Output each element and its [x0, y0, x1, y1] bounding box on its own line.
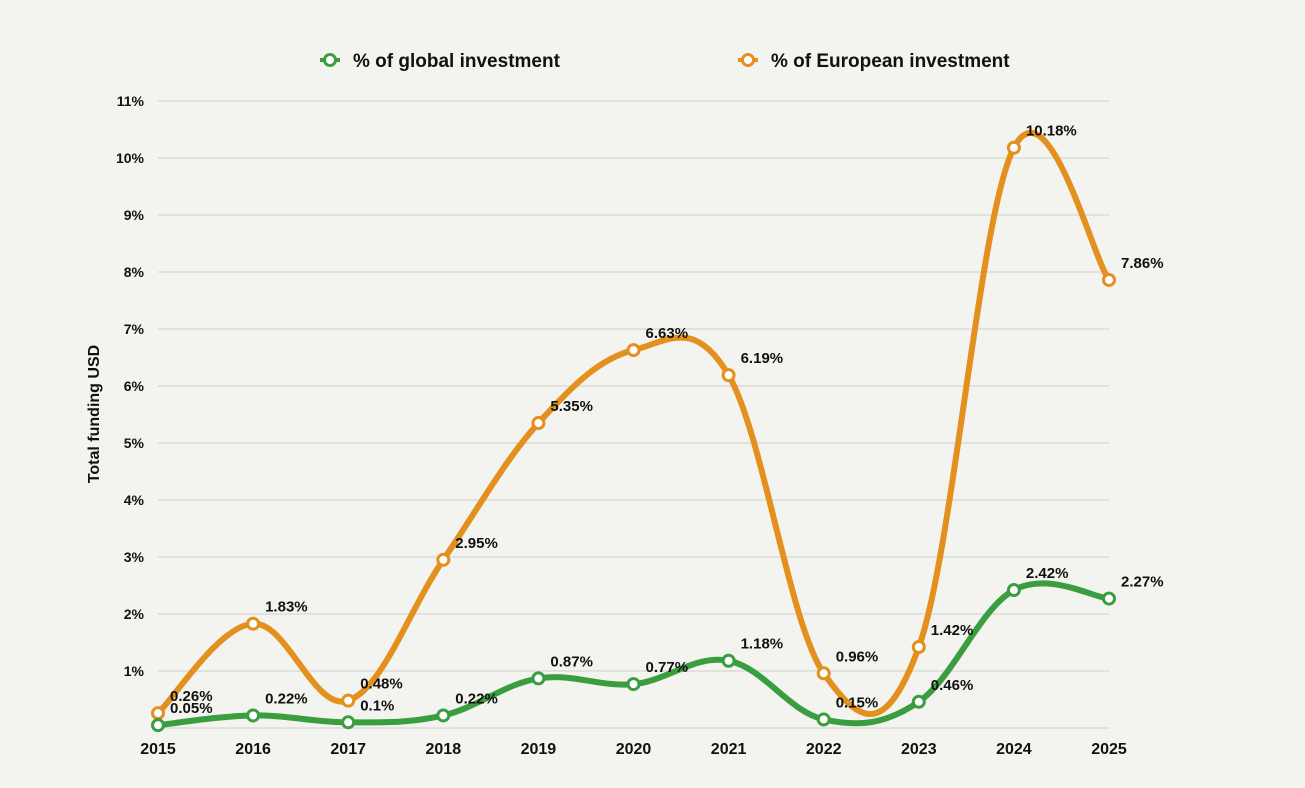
y-tick-label: 10%	[116, 150, 145, 166]
data-point-global	[151, 718, 165, 733]
x-tick-label: 2018	[426, 741, 462, 758]
y-axis-title: Total funding USD	[86, 345, 103, 483]
data-label-global: 0.1%	[360, 697, 394, 714]
data-label-european: 0.48%	[360, 676, 403, 693]
x-tick-label: 2021	[711, 741, 747, 758]
legend-marker-european	[741, 53, 755, 67]
data-point-global	[626, 677, 641, 692]
data-label-european: 6.63%	[646, 325, 689, 342]
data-point-global	[436, 708, 451, 723]
data-point-global	[721, 653, 736, 668]
y-tick-label: 8%	[124, 264, 145, 280]
y-tick-label: 7%	[124, 321, 145, 337]
data-point-european	[1102, 272, 1116, 287]
x-tick-label: 2022	[806, 741, 842, 758]
x-tick-label: 2019	[521, 741, 557, 758]
x-tick-label: 2023	[901, 741, 937, 758]
x-tick-label: 2024	[996, 741, 1032, 758]
legend-marker-global	[323, 53, 337, 67]
data-point-european	[531, 416, 546, 431]
data-point-global	[341, 715, 356, 730]
x-tick-label: 2017	[330, 741, 366, 758]
series-line-global	[155, 580, 1112, 729]
data-label-global: 0.15%	[836, 694, 879, 711]
data-label-global: 2.27%	[1121, 574, 1164, 591]
data-point-european	[1006, 140, 1021, 155]
data-point-global	[816, 712, 831, 727]
y-tick-label: 9%	[124, 207, 145, 223]
data-label-global: 1.18%	[741, 636, 784, 653]
y-tick-label: 1%	[124, 663, 145, 679]
x-tick-label: 2015	[140, 741, 176, 758]
data-label-european: 10.18%	[1026, 123, 1077, 140]
data-point-european	[436, 552, 451, 567]
data-labels: 0.26% 1.83% 0.48% 2.95% 5.35% 6.63% 6.19% 0.96%…	[170, 123, 1164, 717]
data-label-global: 0.22%	[265, 690, 308, 707]
data-point-european	[911, 640, 926, 655]
y-tick-label: 4%	[124, 492, 145, 508]
data-point-european	[341, 693, 356, 708]
data-label-european: 1.83%	[265, 599, 308, 616]
data-label-european: 1.42%	[931, 622, 974, 639]
data-point-global	[911, 694, 926, 709]
x-tick-label: 2016	[235, 741, 271, 758]
y-tick-label: 3%	[124, 549, 145, 565]
data-label-european: 0.96%	[836, 648, 879, 665]
data-label-global: 0.46%	[931, 677, 974, 694]
data-point-european	[626, 343, 641, 358]
y-axis-ticks: 1% 2% 3% 4% 5% 6% 7% 8% 9% 10% 11%	[116, 93, 145, 679]
data-point-european	[721, 368, 736, 383]
y-tick-label: 5%	[124, 435, 145, 451]
x-tick-label: 2020	[616, 741, 652, 758]
data-label-global: 0.05%	[170, 700, 213, 717]
data-point-global	[1102, 591, 1116, 606]
data-label-european: 0.26%	[170, 688, 213, 705]
series-layer	[151, 130, 1116, 733]
data-label-european: 7.86%	[1121, 255, 1164, 272]
y-tick-label: 6%	[124, 378, 145, 394]
legend-label-global: % of global investment	[353, 51, 561, 72]
data-point-european	[816, 666, 831, 681]
data-point-global	[531, 671, 546, 686]
data-label-global: 0.77%	[646, 659, 689, 676]
y-tick-label: 2%	[124, 606, 145, 622]
data-label-global: 2.42%	[1026, 565, 1069, 582]
data-label-global: 0.87%	[550, 653, 593, 670]
x-tick-label: 2025	[1091, 741, 1127, 758]
legend-label-european: % of European investment	[771, 51, 1010, 72]
x-axis-ticks: 2015 2016 2017 2018 2019 2020 2021 2022 2023 2024…	[140, 741, 1127, 758]
data-label-global: 0.22%	[455, 690, 498, 707]
data-point-global	[1006, 583, 1021, 598]
grid-lines	[158, 100, 1109, 729]
data-point-european	[246, 616, 261, 631]
data-point-european	[151, 706, 165, 721]
data-label-european: 6.19%	[741, 350, 784, 367]
data-point-global	[246, 708, 261, 723]
data-label-european: 2.95%	[455, 535, 498, 552]
data-label-european: 5.35%	[550, 398, 593, 415]
legend: % of global investment % of European inve…	[320, 51, 1010, 72]
y-tick-label: 11%	[117, 93, 145, 109]
